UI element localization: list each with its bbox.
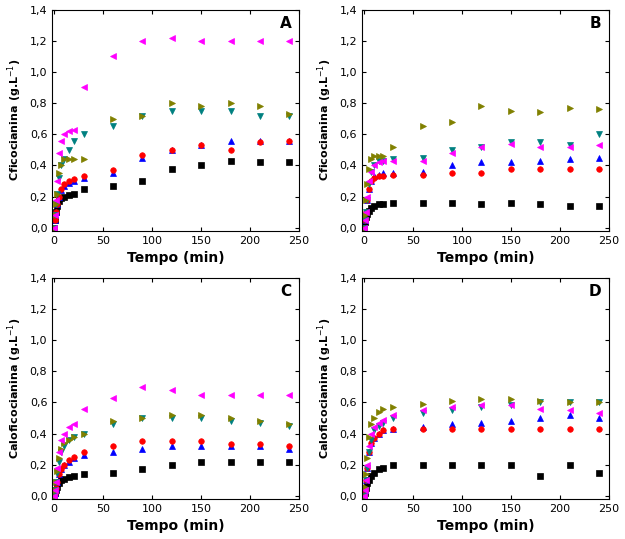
Y-axis label: Caloficocianina (g.L$^{-1}$): Caloficocianina (g.L$^{-1}$) [315,317,334,459]
Text: B: B [590,16,601,31]
X-axis label: Tempo (min): Tempo (min) [437,251,534,265]
Text: C: C [281,284,292,299]
Y-axis label: Caloficocianina (g.L$^{-1}$): Caloficocianina (g.L$^{-1}$) [6,317,24,459]
Y-axis label: Cficocianina (g.L$^{-1}$): Cficocianina (g.L$^{-1}$) [6,59,24,182]
Y-axis label: Cficocianina (g.L$^{-1}$): Cficocianina (g.L$^{-1}$) [315,59,334,182]
X-axis label: Tempo (min): Tempo (min) [127,251,224,265]
Text: A: A [280,16,292,31]
X-axis label: Tempo (min): Tempo (min) [437,520,534,534]
Text: D: D [589,284,601,299]
X-axis label: Tempo (min): Tempo (min) [127,520,224,534]
